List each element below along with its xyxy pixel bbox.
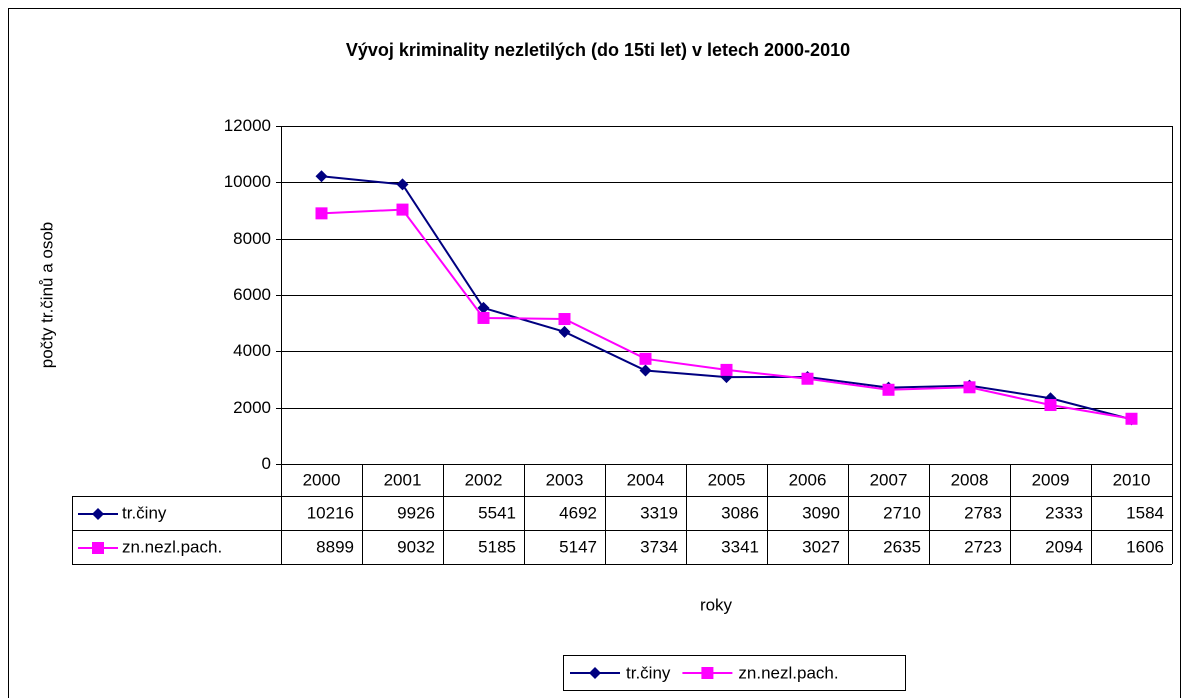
y-tick-label: 4000 xyxy=(233,341,271,360)
marker xyxy=(558,313,571,326)
table-value: 2710 xyxy=(883,503,921,522)
x-tick-label: 2002 xyxy=(465,470,503,489)
marker xyxy=(477,301,490,314)
table-value: 8899 xyxy=(316,537,354,556)
marker xyxy=(1125,412,1138,425)
x-tick-label: 2010 xyxy=(1113,470,1151,489)
marker xyxy=(1044,399,1057,412)
table-value: 4692 xyxy=(559,503,597,522)
marker xyxy=(963,381,976,394)
table-value: 2333 xyxy=(1045,503,1083,522)
marker xyxy=(701,667,714,679)
marker xyxy=(720,363,733,376)
table-value: 9926 xyxy=(397,503,435,522)
x-tick-label: 2006 xyxy=(789,470,827,489)
marker xyxy=(801,372,814,385)
table-value: 1584 xyxy=(1126,503,1164,522)
table-value: 2635 xyxy=(883,537,921,556)
marker xyxy=(315,207,328,220)
y-tick-label: 2000 xyxy=(233,398,271,417)
y-tick-label: 10000 xyxy=(224,172,271,191)
table-value: 3341 xyxy=(721,537,759,556)
marker xyxy=(639,364,652,377)
table-row-label: zn.nezl.pach. xyxy=(122,537,222,556)
marker xyxy=(92,542,104,554)
table-value: 2094 xyxy=(1045,537,1083,556)
table-value: 9032 xyxy=(397,537,435,556)
x-tick-label: 2001 xyxy=(384,470,422,489)
y-tick-label: 0 xyxy=(262,454,271,473)
table-value: 3027 xyxy=(802,537,840,556)
table-value: 5147 xyxy=(559,537,597,556)
x-tick-label: 2004 xyxy=(627,470,665,489)
chart-title: Vývoj kriminality nezletilých (do 15ti l… xyxy=(346,40,850,60)
x-tick-label: 2000 xyxy=(303,470,341,489)
x-axis-label: roky xyxy=(700,595,733,614)
table-value: 3090 xyxy=(802,503,840,522)
x-tick-label: 2007 xyxy=(870,470,908,489)
marker xyxy=(92,508,104,520)
y-tick-label: 6000 xyxy=(233,285,271,304)
marker xyxy=(882,383,895,396)
table-value: 5185 xyxy=(478,537,516,556)
marker xyxy=(477,311,490,324)
table-value: 2783 xyxy=(964,503,1002,522)
x-tick-label: 2008 xyxy=(951,470,989,489)
y-axis-label: počty tr.činů a osob xyxy=(37,222,56,368)
x-tick-label: 2009 xyxy=(1032,470,1070,489)
marker xyxy=(558,325,571,338)
legend-label: zn.nezl.pach. xyxy=(738,663,838,682)
marker xyxy=(396,178,409,191)
marker xyxy=(396,203,409,216)
table-value: 1606 xyxy=(1126,537,1164,556)
table-value: 3734 xyxy=(640,537,678,556)
marker xyxy=(315,170,328,183)
y-tick-label: 12000 xyxy=(224,116,271,135)
x-tick-label: 2003 xyxy=(546,470,584,489)
table-value: 10216 xyxy=(307,503,354,522)
legend-box xyxy=(563,655,906,691)
marker xyxy=(639,352,652,365)
table-value: 2723 xyxy=(964,537,1002,556)
marker xyxy=(589,667,601,679)
table-value: 5541 xyxy=(478,503,516,522)
x-tick-label: 2005 xyxy=(708,470,746,489)
table-value: 3086 xyxy=(721,503,759,522)
table-row-label: tr.činy xyxy=(122,503,167,522)
y-tick-label: 8000 xyxy=(233,229,271,248)
legend-label: tr.činy xyxy=(626,663,671,682)
table-value: 3319 xyxy=(640,503,678,522)
